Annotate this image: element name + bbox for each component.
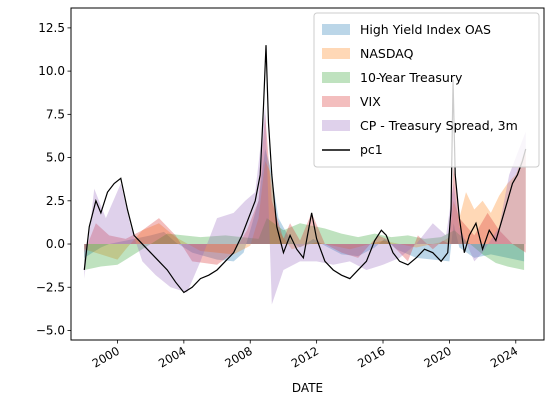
y-tick-label: 0.0 xyxy=(46,237,65,251)
legend-label: NASDAQ xyxy=(360,46,414,61)
legend-label: 10-Year Treasury xyxy=(360,70,463,85)
series-layer xyxy=(83,45,527,305)
legend-swatch xyxy=(322,48,350,59)
legend-label: High Yield Index OAS xyxy=(360,22,491,37)
y-tick-label: 12.5 xyxy=(38,21,65,35)
legend-item: High Yield Index OAS xyxy=(322,22,491,37)
series-area-cp-treasury-spread-3m xyxy=(84,105,526,305)
axes-frame xyxy=(70,7,545,341)
y-tick-label: 7.5 xyxy=(46,107,65,121)
legend-swatch xyxy=(322,120,350,131)
legend-item: VIX xyxy=(322,94,381,109)
legend: High Yield Index OAS NASDAQ 10-Year Treasu… xyxy=(313,12,540,168)
legend-item: pc1 xyxy=(322,142,383,157)
y-tick-label: −5.0 xyxy=(36,323,65,337)
legend-swatch xyxy=(322,24,350,35)
series-area-10-year-treasury xyxy=(84,218,525,270)
series-area-high-yield-index-oas xyxy=(84,148,525,262)
y-tick-label: −2.5 xyxy=(36,280,65,294)
y-axis: −5.0 −2.5 0.0 2.5 5.0 7.5 10.0 12.5 xyxy=(36,21,71,337)
legend-item: CP - Treasury Spread, 3m xyxy=(322,118,518,133)
legend-swatch xyxy=(322,72,350,83)
legend-label: CP - Treasury Spread, 3m xyxy=(360,118,518,133)
legend-label: pc1 xyxy=(360,142,383,157)
legend-label: VIX xyxy=(360,94,381,109)
x-axis-label: DATE xyxy=(292,381,323,395)
y-tick-label: 2.5 xyxy=(46,194,65,208)
series-line-pc1 xyxy=(83,45,527,294)
legend-item: NASDAQ xyxy=(322,46,414,61)
legend-item: 10-Year Treasury xyxy=(322,70,463,85)
y-tick-label: 5.0 xyxy=(46,151,65,165)
series-area-vix xyxy=(84,114,526,265)
y-tick-label: 10.0 xyxy=(38,64,65,78)
legend-box xyxy=(313,12,540,168)
legend-swatch xyxy=(322,96,350,107)
